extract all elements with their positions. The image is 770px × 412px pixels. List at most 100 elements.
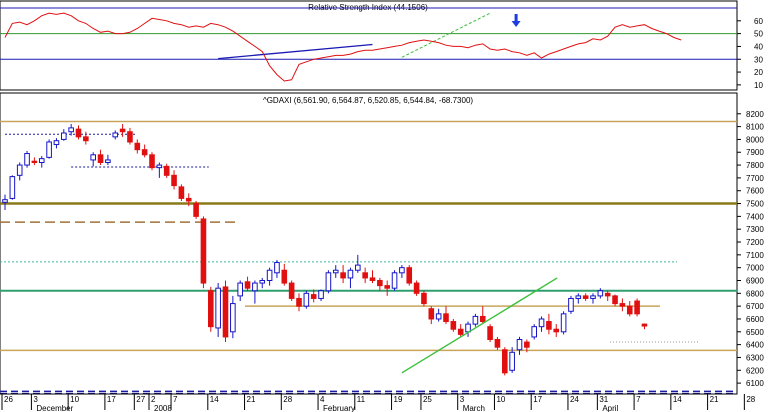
price-tick-label: 6700 xyxy=(746,302,764,311)
candle-body xyxy=(97,154,104,164)
rsi-panel: Relative Strength Index (44.1506) 102030… xyxy=(0,0,763,91)
price-tick-label: 6200 xyxy=(746,366,764,375)
candle-body xyxy=(222,286,229,338)
candle-body xyxy=(487,326,493,340)
candle xyxy=(332,265,339,278)
candle-body xyxy=(516,338,523,351)
candle xyxy=(53,138,60,149)
candle-body xyxy=(421,292,427,305)
x-tick-label: 17 xyxy=(107,395,116,404)
x-tick-label: 10 xyxy=(70,395,79,404)
candle-body xyxy=(16,164,23,176)
candle xyxy=(318,289,324,302)
candle xyxy=(38,156,45,168)
candle-body xyxy=(531,326,538,338)
candle xyxy=(252,280,258,304)
x-tick-label: 27 xyxy=(136,395,145,404)
candle xyxy=(171,170,177,190)
candle-body xyxy=(590,295,596,299)
x-tick-label: 10 xyxy=(496,395,505,404)
candle xyxy=(16,162,23,181)
candle xyxy=(553,324,560,337)
price-tick-label: 7800 xyxy=(746,161,764,170)
candle-body xyxy=(612,295,618,305)
candle-body xyxy=(163,165,170,176)
candle xyxy=(266,267,273,286)
price-tick-label: 7100 xyxy=(746,251,764,260)
candle xyxy=(163,163,170,178)
x-month-label: December xyxy=(36,404,73,412)
candle-body xyxy=(171,174,177,187)
candle xyxy=(215,283,221,337)
candle-body xyxy=(479,315,486,323)
candle-body xyxy=(568,297,574,312)
candle xyxy=(274,259,280,278)
candle-body xyxy=(582,295,589,299)
candle xyxy=(90,152,97,167)
x-month-label: April xyxy=(602,404,618,412)
candle-body xyxy=(303,292,310,307)
candle-body xyxy=(553,328,560,333)
candle xyxy=(582,293,589,302)
x-tick-label: 21 xyxy=(247,395,256,404)
candle-body xyxy=(259,279,266,284)
candle-body xyxy=(112,132,119,138)
candle xyxy=(597,288,604,299)
candle xyxy=(185,193,192,207)
candle-body xyxy=(619,303,626,307)
candle xyxy=(509,347,515,373)
rsi-trendline xyxy=(218,43,373,60)
candle xyxy=(134,139,141,154)
candle xyxy=(193,200,199,219)
candle xyxy=(546,313,552,335)
price-tick-label: 8200 xyxy=(746,110,764,119)
candle xyxy=(75,125,82,140)
x-tick-label: 4 xyxy=(320,395,325,404)
candle-body xyxy=(127,131,133,143)
candle xyxy=(355,254,361,273)
candle-body xyxy=(230,303,236,333)
candle-body xyxy=(208,290,214,328)
candle xyxy=(391,270,398,291)
x-tick-label: 14 xyxy=(673,395,682,404)
candle xyxy=(112,130,119,140)
rsi-y-axis: 10 20 30 40 50 60 xyxy=(737,17,763,90)
candle xyxy=(68,124,74,136)
candle-body xyxy=(524,341,530,348)
x-axis: 26 3 10 17 27 2 7 14 21 28 4 11 19 25 3 10 17 24 31 7 14 21 28… xyxy=(0,393,756,412)
candle xyxy=(288,280,295,302)
price-tick-label: 6100 xyxy=(746,379,764,388)
price-tick-label: 7400 xyxy=(746,212,764,221)
candle xyxy=(399,265,405,278)
candle xyxy=(457,324,464,337)
candle-body xyxy=(325,272,332,292)
candle xyxy=(369,270,376,284)
candle xyxy=(421,290,427,307)
candle-body xyxy=(46,141,52,158)
candle xyxy=(97,149,104,166)
price-tick-label: 7600 xyxy=(746,187,764,196)
candle xyxy=(340,265,346,284)
candle-body xyxy=(347,269,354,279)
candle xyxy=(377,277,383,291)
rsi-tick-label: 20 xyxy=(754,68,763,77)
candle xyxy=(303,290,310,309)
candle-body xyxy=(604,292,611,297)
x-tick-label: 21 xyxy=(710,395,719,404)
candle xyxy=(450,318,457,332)
candle-body xyxy=(597,290,604,297)
candle xyxy=(208,286,214,332)
candle xyxy=(127,127,133,145)
candle xyxy=(590,293,596,304)
candle xyxy=(560,311,567,335)
x-tick-label: 11 xyxy=(357,395,366,404)
rsi-tick-label: 10 xyxy=(754,81,763,90)
candle-body xyxy=(252,282,258,292)
candle xyxy=(237,280,243,302)
rsi-support-line xyxy=(401,12,491,58)
candle xyxy=(384,280,390,296)
x-tick-label: 3 xyxy=(33,395,38,404)
candle-body xyxy=(399,267,405,274)
x-tick-label: 24 xyxy=(570,395,579,404)
